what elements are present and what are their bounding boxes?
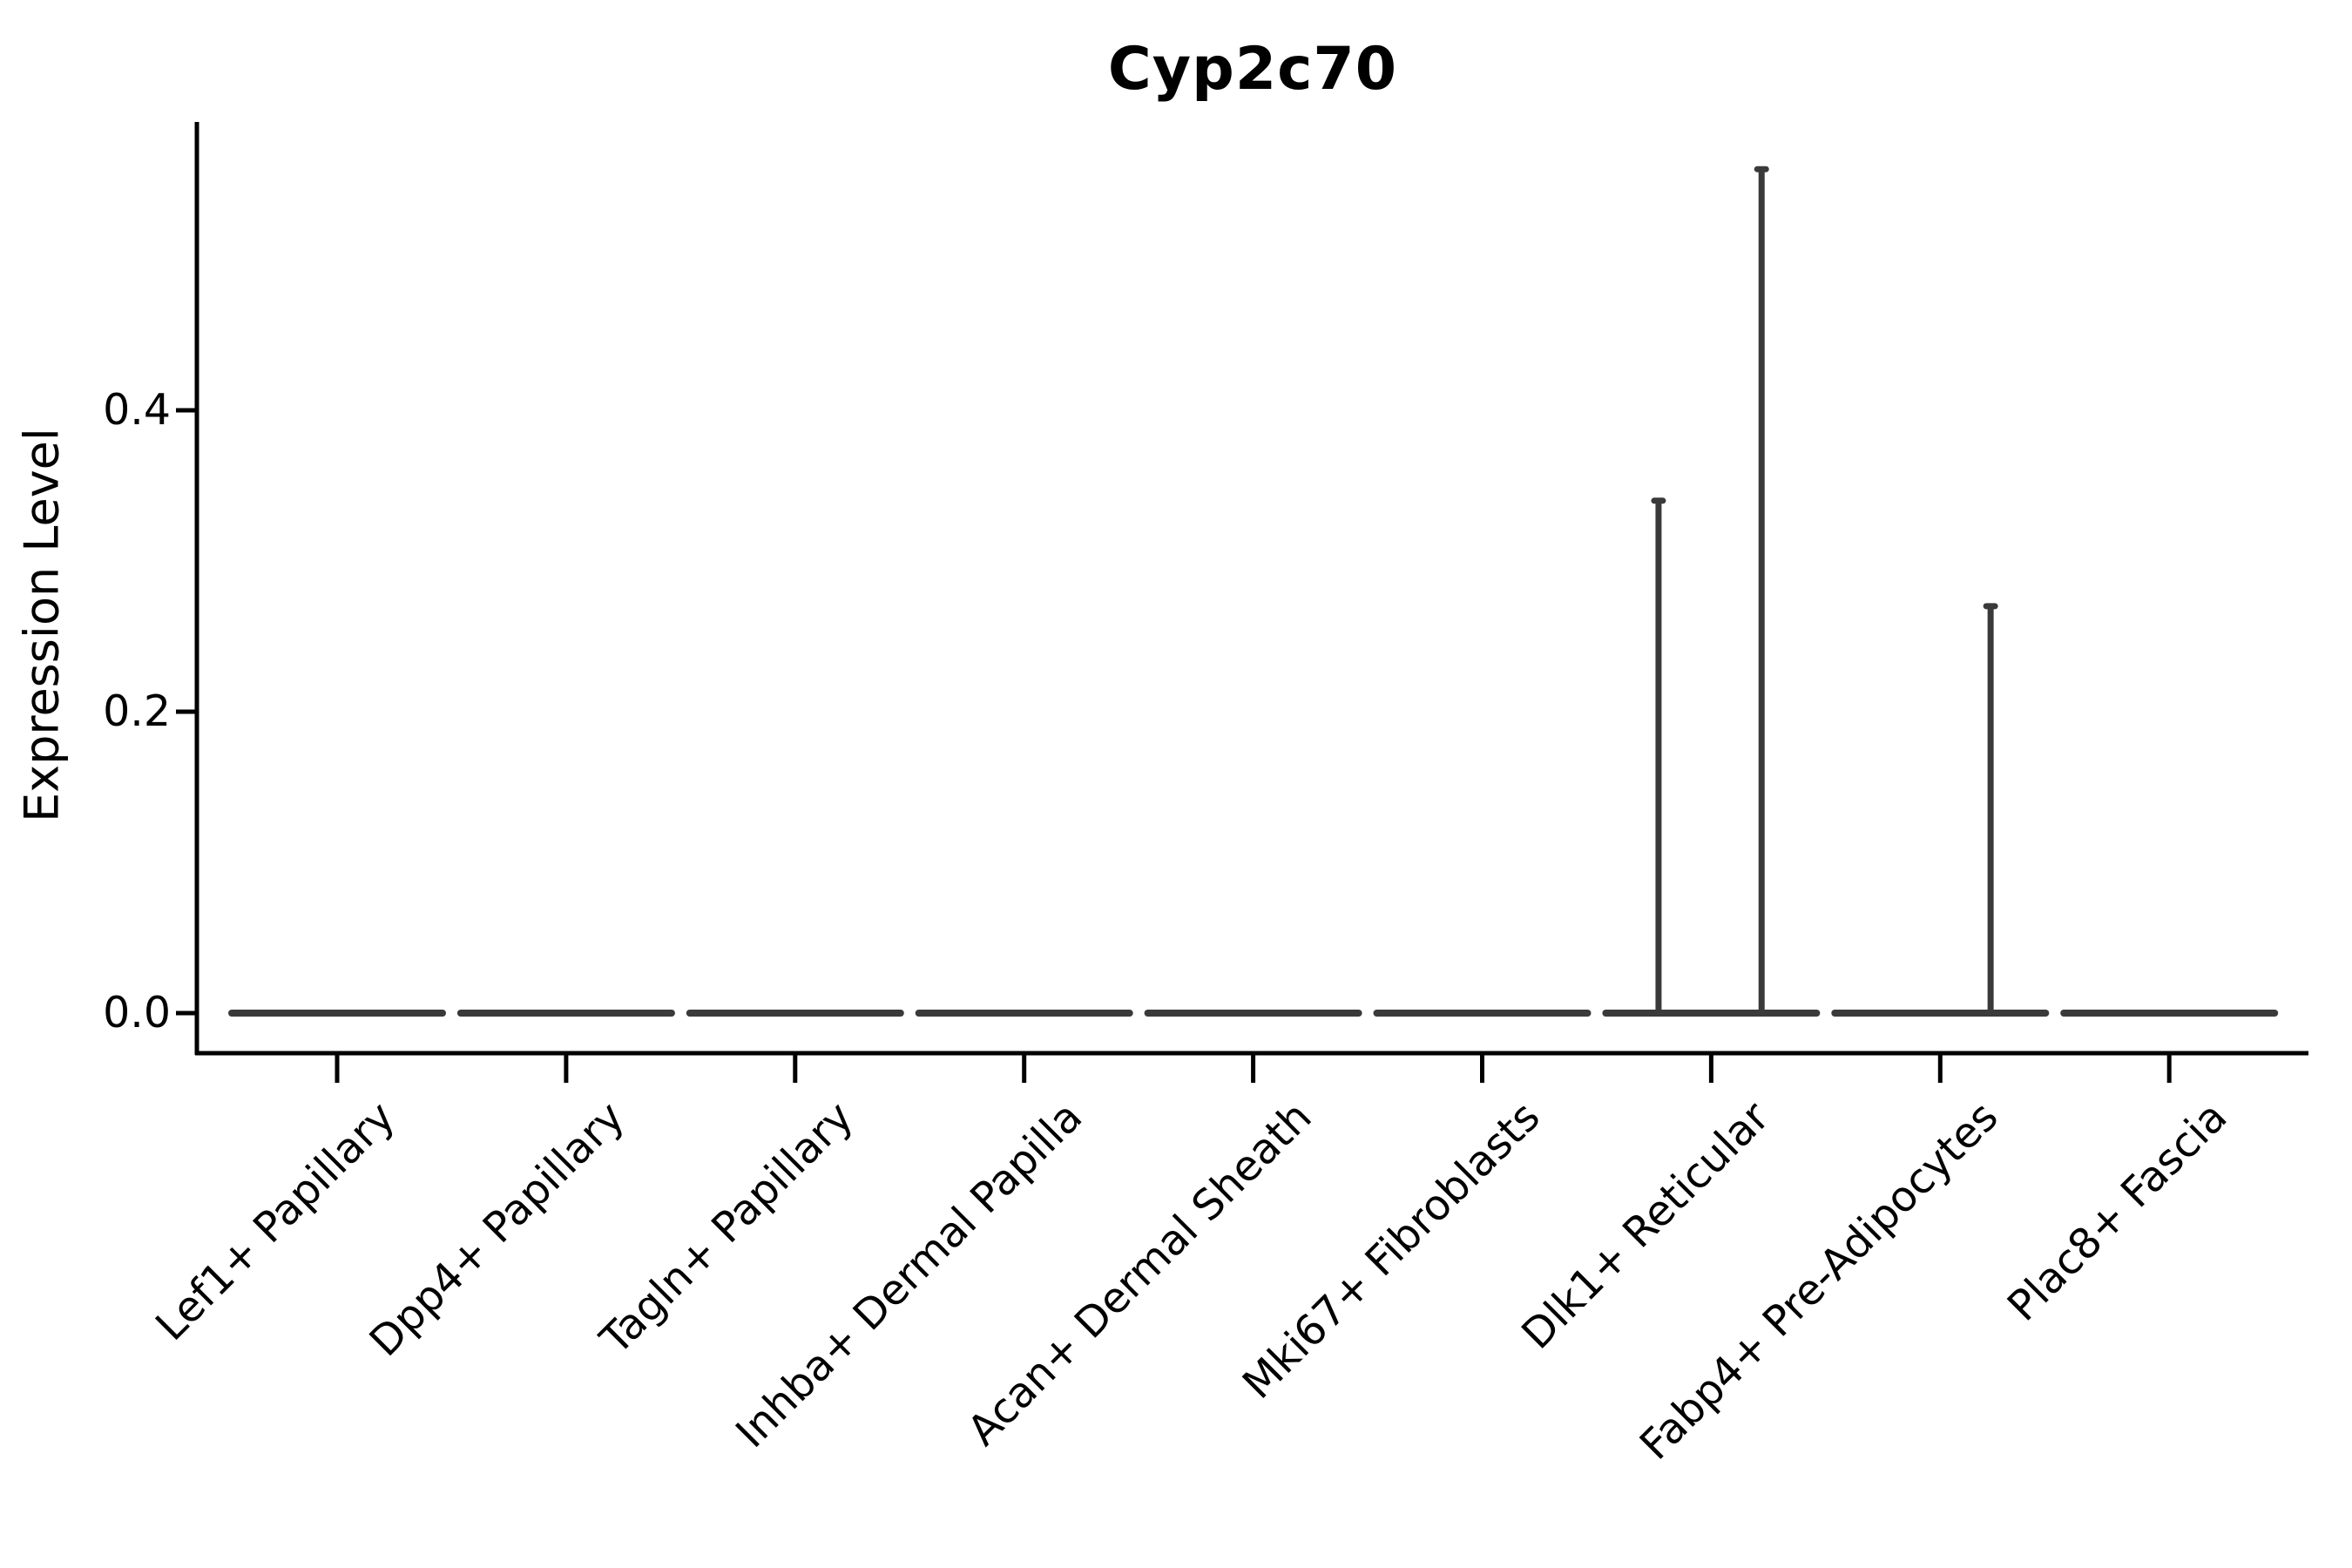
y-tick-label: 0.4: [103, 385, 171, 435]
y-tick-label: 0.2: [103, 686, 171, 736]
y-tick-label: 0.0: [103, 988, 171, 1037]
chart-title: Cyp2c70: [1107, 35, 1398, 104]
